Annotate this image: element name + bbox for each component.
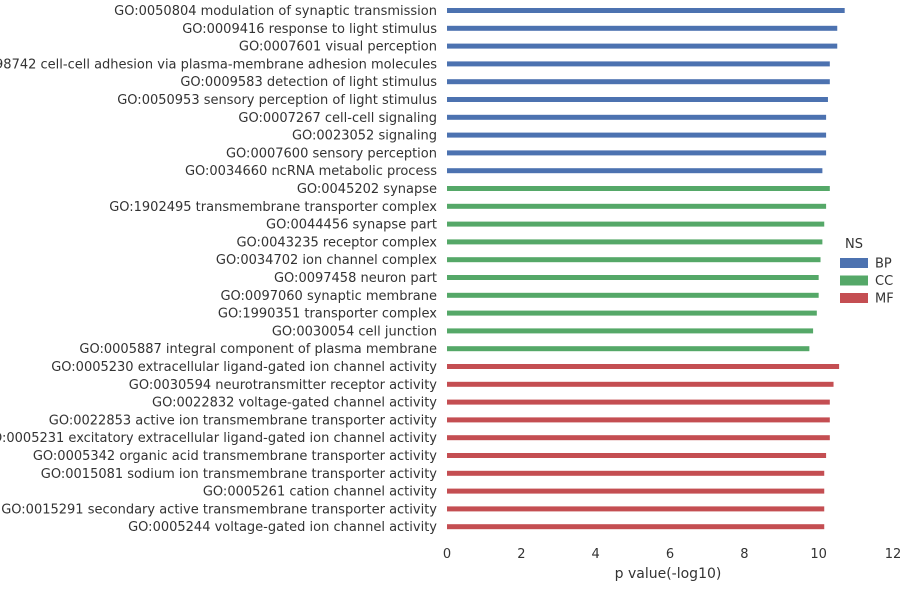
category-label: GO:0022853 active ion transmembrane tran… bbox=[49, 413, 438, 428]
bar-mf bbox=[447, 453, 827, 458]
category-label: GO:0005244 voltage-gated ion channel act… bbox=[128, 520, 437, 535]
category-label: GO:0007600 sensory perception bbox=[226, 146, 437, 161]
category-label: GO:0043235 receptor complex bbox=[236, 235, 437, 250]
x-ticks-layer: 0 2 4 6 8 10 12 bbox=[443, 547, 901, 562]
legend-swatch-bp bbox=[840, 258, 868, 268]
x-tick-label: 12 bbox=[885, 547, 902, 562]
legend-swatch-cc bbox=[840, 275, 868, 286]
bar-mf bbox=[447, 488, 825, 494]
bar-cc bbox=[447, 221, 825, 227]
bar-mf bbox=[447, 435, 830, 441]
x-tick-label: 8 bbox=[740, 547, 748, 562]
x-tick-label: 4 bbox=[592, 547, 600, 562]
bar-cc bbox=[447, 257, 821, 263]
bar-bp bbox=[447, 97, 828, 102]
category-label: GO:0034660 ncRNA metabolic process bbox=[185, 164, 437, 179]
x-tick-label: 2 bbox=[517, 547, 525, 562]
category-label: GO:0050804 modulation of synaptic transm… bbox=[114, 4, 437, 19]
category-label: GO:0015291 secondary active transmembran… bbox=[1, 502, 437, 517]
x-axis-label: p value(-log10) bbox=[615, 566, 722, 582]
bar-cc bbox=[447, 292, 819, 298]
bar-cc bbox=[447, 275, 819, 280]
x-tick-label: 10 bbox=[810, 547, 827, 562]
legend-swatch-mf bbox=[840, 293, 868, 303]
bar-mf bbox=[447, 506, 825, 512]
x-tick-label: 6 bbox=[666, 547, 674, 562]
bar-cc bbox=[447, 239, 823, 245]
category-label: GO:0097458 neuron part bbox=[274, 271, 437, 286]
bar-bp bbox=[447, 8, 845, 13]
category-label: GO:0009416 response to light stimulus bbox=[182, 22, 437, 37]
category-label: GO:0098742 cell-cell adhesion via plasma… bbox=[0, 57, 437, 72]
bar-cc bbox=[447, 203, 827, 209]
category-label: GO:0023052 signaling bbox=[292, 129, 437, 144]
bars-layer bbox=[447, 8, 845, 530]
category-label: GO:0005230 extracellular ligand-gated io… bbox=[51, 360, 437, 375]
legend-title: NS bbox=[845, 237, 863, 252]
bar-cc bbox=[447, 346, 810, 352]
category-label: GO:0044456 synapse part bbox=[266, 218, 437, 233]
bar-cc bbox=[447, 328, 814, 334]
bar-bp bbox=[447, 132, 827, 138]
legend: NS BP CC MF bbox=[840, 237, 894, 307]
category-label: GO:0022832 voltage-gated channel activit… bbox=[152, 396, 437, 411]
category-label: GO:0097060 synaptic membrane bbox=[220, 289, 437, 304]
bar-mf bbox=[447, 417, 830, 423]
bar-bp bbox=[447, 150, 827, 156]
bar-bp bbox=[447, 61, 830, 67]
bar-cc bbox=[447, 186, 830, 191]
bar-bp bbox=[447, 168, 823, 174]
category-label: GO:0030054 cell junction bbox=[272, 324, 437, 339]
bar-bp bbox=[447, 79, 830, 85]
category-label: GO:0005231 excitatory extracellular liga… bbox=[0, 431, 437, 446]
category-labels-layer: GO:0050804 modulation of synaptic transm… bbox=[0, 4, 437, 535]
bar-bp bbox=[447, 114, 827, 120]
category-label: GO:1902495 transmembrane transporter com… bbox=[109, 200, 437, 215]
category-label: GO:0034702 ion channel complex bbox=[216, 253, 437, 268]
bar-mf bbox=[447, 381, 834, 387]
bar-bp bbox=[447, 25, 838, 31]
category-label: GO:0030594 neurotransmitter receptor act… bbox=[129, 378, 438, 393]
category-label: GO:0005887 integral component of plasma … bbox=[79, 342, 437, 357]
category-label: GO:0007601 visual perception bbox=[239, 40, 437, 55]
legend-entry-label: BP bbox=[875, 257, 892, 272]
bar-mf bbox=[447, 470, 825, 476]
category-label: GO:0007267 cell-cell signaling bbox=[238, 111, 437, 126]
category-label: GO:0005342 organic acid transmembrane tr… bbox=[33, 449, 437, 464]
legend-entry-label: MF bbox=[875, 292, 894, 307]
bar-mf bbox=[447, 399, 830, 405]
legend-entry-label: CC bbox=[875, 274, 893, 289]
bar-cc bbox=[447, 310, 817, 316]
bar-bp bbox=[447, 43, 838, 49]
category-label: GO:0050953 sensory perception of light s… bbox=[117, 93, 437, 108]
bar-mf bbox=[447, 364, 840, 369]
x-tick-label: 0 bbox=[443, 547, 451, 562]
category-label: GO:0005261 cation channel activity bbox=[203, 485, 437, 500]
category-label: GO:0045202 synapse bbox=[297, 182, 437, 197]
category-label: GO:0015081 sodium ion transmembrane tran… bbox=[41, 467, 437, 482]
bar-mf bbox=[447, 524, 825, 530]
category-label: GO:1990351 transporter complex bbox=[218, 307, 437, 322]
category-label: GO:0009583 detection of light stimulus bbox=[180, 75, 437, 90]
